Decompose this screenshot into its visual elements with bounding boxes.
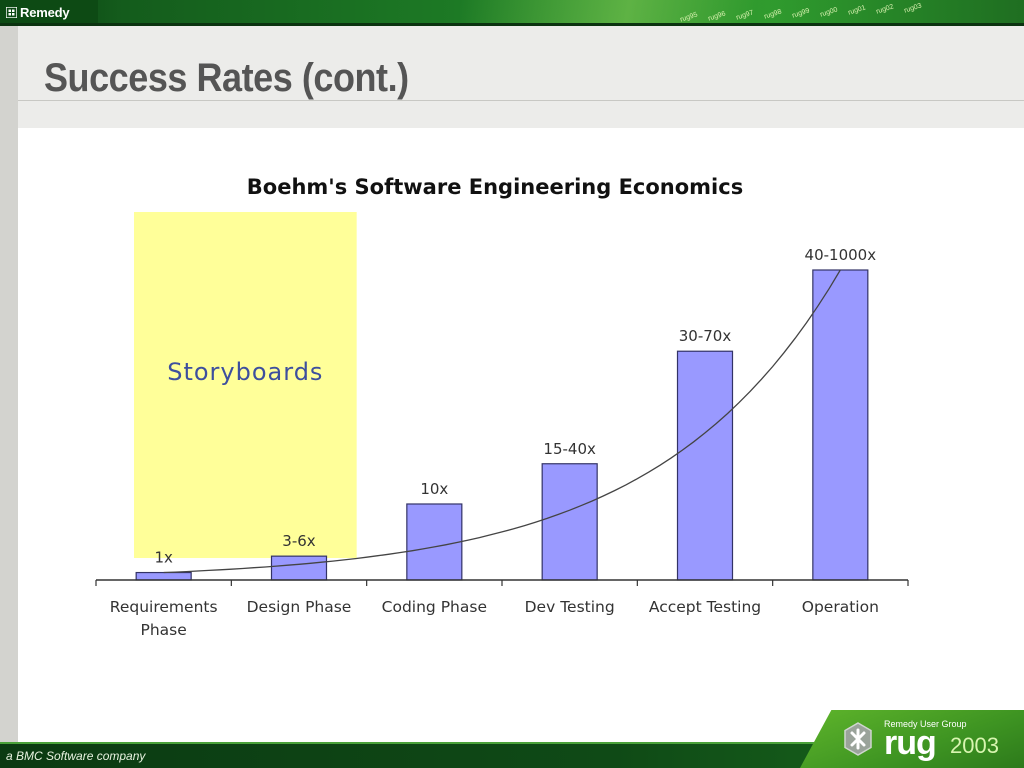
bar-1 xyxy=(270,555,328,581)
storyboards-highlight xyxy=(134,212,357,558)
remedy-logo-icon xyxy=(6,7,17,18)
data-label: 15-40x xyxy=(543,440,596,458)
rug-badge xyxy=(800,710,1024,768)
bar-2 xyxy=(406,503,463,581)
bar-group xyxy=(135,269,869,581)
company-tagline: a BMC Software company xyxy=(6,749,146,763)
data-label-group: 1x 3-6x 10x 15-40x 30-70x 40-1000x xyxy=(154,246,876,567)
rug-year: 2003 xyxy=(950,733,999,758)
left-rail xyxy=(0,26,18,742)
storyboards-label: Storyboards xyxy=(167,358,323,386)
remedy-logo-text: Remedy xyxy=(20,5,70,20)
title-band xyxy=(18,26,1024,128)
banner-stripe xyxy=(460,0,880,26)
category-label: Phase xyxy=(141,621,187,639)
bottom-bar-topline xyxy=(0,742,1024,744)
data-label: 30-70x xyxy=(679,327,732,345)
rug-word: rug xyxy=(884,724,937,762)
category-label: Accept Testing xyxy=(649,598,761,616)
bar-4 xyxy=(676,350,734,581)
category-label: Requirements xyxy=(110,598,218,616)
title-divider xyxy=(18,100,1024,101)
bar-5 xyxy=(812,269,869,581)
data-label: 3-6x xyxy=(282,532,315,550)
category-label: Operation xyxy=(802,598,879,616)
bar-3 xyxy=(541,463,598,581)
x-tick-group xyxy=(95,580,909,586)
slide-title: Success Rates (cont.) xyxy=(44,56,409,100)
logo-box: Remedy xyxy=(0,0,98,26)
category-label: Design Phase xyxy=(247,598,352,616)
chart-title: Boehm's Software Engineering Economics xyxy=(247,175,743,199)
banner-edge xyxy=(0,23,1024,26)
trend-curve xyxy=(163,269,841,574)
category-label: Coding Phase xyxy=(382,598,487,616)
bar-0 xyxy=(135,571,192,581)
data-label: 10x xyxy=(420,480,448,498)
data-label: 1x xyxy=(154,549,173,567)
data-label: 40-1000x xyxy=(805,246,877,264)
rug-star-icon xyxy=(844,722,872,756)
category-label: Dev Testing xyxy=(525,598,615,616)
top-banner: Remedy rug95 rug96 rug97 rug98 rug99 rug00 rug… xyxy=(0,0,1024,26)
category-label-group: Requirements Phase Design Phase Coding Phas… xyxy=(110,598,879,639)
rug-group-label: Remedy User Group xyxy=(884,719,967,729)
